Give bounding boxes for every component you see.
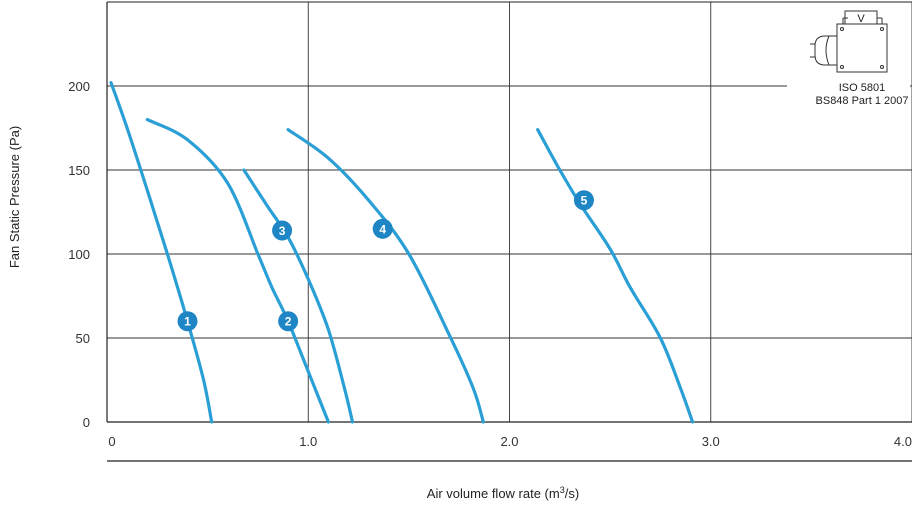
x-axis-title-tail: /s) [565, 486, 579, 501]
series-line-3 [242, 168, 355, 424]
y-tick-label: 100 [68, 247, 90, 262]
series-line-5 [536, 128, 695, 424]
series-marker-1 [177, 311, 198, 332]
standard-box-background [787, 4, 910, 100]
tick-labels: 0 1.0 2.0 3.0 4.0 0 50 100 150 200 [68, 79, 912, 449]
grid [107, 2, 912, 422]
series-line-1 [109, 81, 214, 424]
series-marker-5 [573, 190, 594, 211]
x-axis-title-superscript: 3 [560, 485, 565, 495]
standard-line-1: ISO 5801 [839, 82, 885, 94]
standard-box: V ISO 5801 BS848 Part 1 2007 [787, 4, 910, 107]
series-marker-label: 4 [379, 222, 386, 236]
series-marker-3 [272, 220, 293, 241]
x-tick-label: 1.0 [299, 434, 317, 449]
series-line-2 [145, 118, 330, 424]
y-tick-label: 50 [76, 331, 90, 346]
series-marker-4 [372, 218, 393, 239]
fan-test-rig-icon [810, 10, 888, 73]
series [109, 81, 695, 424]
series-marker-label: 5 [581, 194, 588, 208]
series-marker-label: 3 [279, 224, 286, 238]
y-tick-label: 150 [68, 163, 90, 178]
x-tick-label: 4.0 [894, 434, 912, 449]
series-marker-2 [278, 311, 299, 332]
x-tick-label: 0 [108, 434, 115, 449]
axes [106, 1, 912, 462]
x-tick-label: 3.0 [702, 434, 720, 449]
y-tick-label: 200 [68, 79, 90, 94]
diagram-icon-label: V [857, 13, 865, 25]
y-axis-title: Fan Static Pressure (Pa) [7, 126, 22, 268]
x-axis-title: Air volume flow rate (m3/s) [427, 485, 579, 501]
x-tick-label: 2.0 [500, 434, 518, 449]
series-marker-label: 2 [285, 315, 292, 329]
series-line-4 [286, 128, 485, 424]
series-markers: 1 2 3 4 5 [177, 190, 594, 332]
series-marker-label: 1 [184, 315, 191, 329]
standard-line-2: BS848 Part 1 2007 [816, 95, 909, 107]
y-tick-label: 0 [83, 415, 90, 430]
